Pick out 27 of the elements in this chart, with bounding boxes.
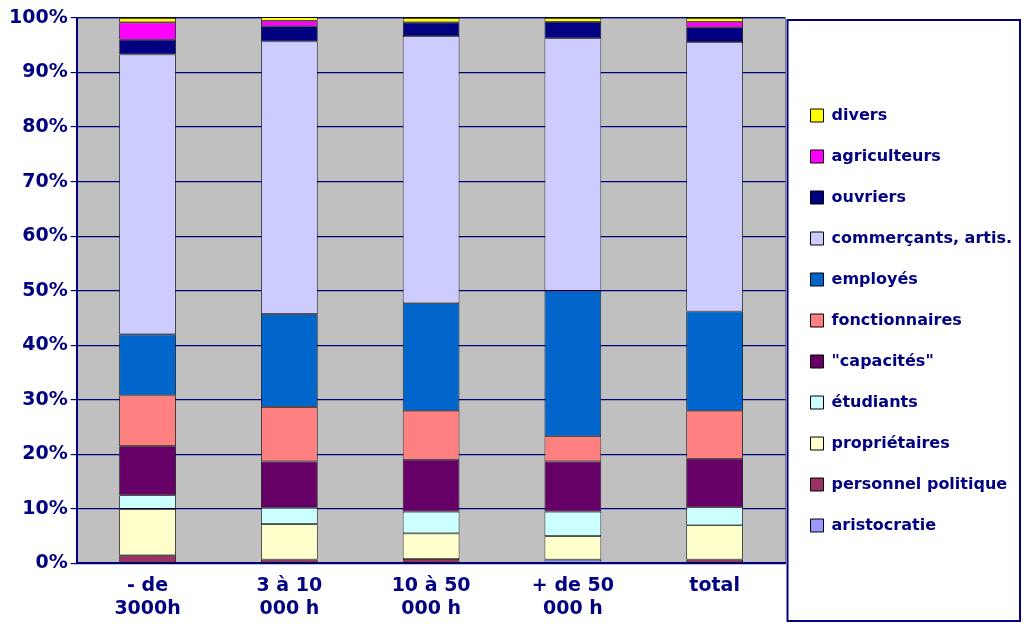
legend-label: personnel politique xyxy=(831,473,1008,493)
legend-label: aristocratie xyxy=(831,514,937,534)
y-tick-label: 50% xyxy=(22,277,68,300)
y-tick-label: 60% xyxy=(22,223,68,246)
legend-label: divers xyxy=(831,104,888,124)
y-tick-label: 100% xyxy=(8,4,68,27)
x-tick-label: 10 à 50 000 h xyxy=(391,572,471,618)
legend-label: commerçants, artis. xyxy=(831,227,1013,247)
y-tick-label: 80% xyxy=(22,114,68,137)
x-tick-label: 3 à 10 000 h xyxy=(256,572,323,618)
legend-label: ouvriers xyxy=(831,186,906,206)
x-tick-label: + de 50 000 h xyxy=(531,572,614,618)
legend-label: agriculteurs xyxy=(831,145,941,165)
y-tick-label: 90% xyxy=(22,59,68,82)
y-tick-label: 0% xyxy=(35,550,68,573)
x-tick-label: - de 3000h xyxy=(114,572,181,618)
legend-label: propriétaires xyxy=(831,432,950,452)
y-tick-label: 20% xyxy=(22,441,68,464)
y-tick-label: 40% xyxy=(22,332,68,355)
y-tick-label: 70% xyxy=(22,168,68,191)
legend-label: employés xyxy=(831,268,918,288)
x-tick-label: total xyxy=(689,572,740,595)
legend-label: fonctionnaires xyxy=(831,309,962,329)
legend-label: "capacités" xyxy=(831,350,934,370)
y-tick-label: 30% xyxy=(22,386,68,409)
y-tick-label: 10% xyxy=(22,495,68,518)
legend-label: étudiants xyxy=(831,391,918,411)
